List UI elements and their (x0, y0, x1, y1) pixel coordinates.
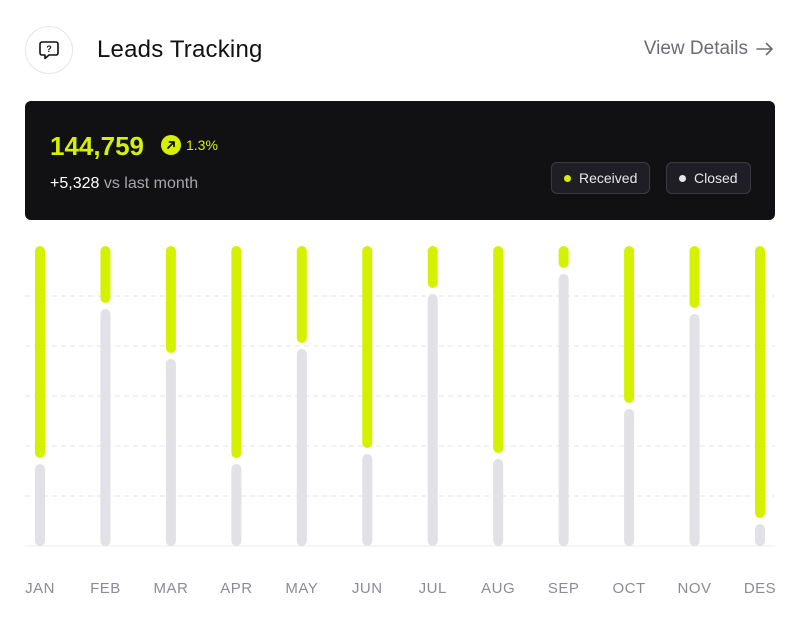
bar-received-nov[interactable] (689, 246, 700, 308)
bar-received-oct[interactable] (624, 246, 635, 403)
summary-panel: 144,759 1.3% +5,328 vs last month Receiv… (25, 101, 775, 220)
arrow-right-icon (756, 42, 773, 56)
delta-label: vs last month (103, 175, 199, 192)
bar-closed-sep[interactable] (558, 274, 569, 546)
legend-received-label: Received (579, 170, 638, 186)
x-tick-label: FEB (90, 580, 121, 597)
bar-received-may[interactable] (296, 246, 307, 343)
chat-question-icon: ? (25, 26, 73, 74)
x-tick-label: OCT (612, 580, 646, 597)
closed-dot-icon (679, 174, 686, 182)
x-tick-label: SEP (547, 580, 580, 597)
header: ? Leads Tracking View Details (0, 0, 800, 100)
total-leads-value: 144,759 (50, 131, 144, 161)
bar-closed-may[interactable] (296, 349, 307, 546)
bar-received-jun[interactable] (362, 246, 373, 448)
bar-closed-oct[interactable] (624, 409, 635, 546)
x-axis-labels: JAN FEB MAR APR MAY JUN JUL AUG SEP OCT NOV DES (0, 580, 800, 604)
bar-received-feb[interactable] (100, 246, 111, 303)
trend-percent: 1.3% (186, 137, 218, 153)
x-tick-label: AUG (481, 580, 516, 597)
view-details-link[interactable]: View Details (644, 38, 774, 60)
bar-closed-des[interactable] (755, 524, 765, 546)
x-tick-label: DES (743, 580, 777, 597)
delta-value: +5,328 (50, 175, 100, 192)
x-tick-label: MAY (285, 580, 319, 597)
bar-closed-nov[interactable] (689, 314, 700, 546)
bar-received-jan[interactable] (35, 246, 45, 458)
bar-closed-jul[interactable] (427, 294, 438, 546)
delta-row: +5,328 vs last month (50, 175, 198, 193)
bar-closed-jan[interactable] (35, 464, 45, 546)
x-tick-label: MAR (153, 580, 189, 597)
x-tick-label: JUN (351, 580, 383, 597)
leads-chart (25, 246, 775, 547)
bar-received-des[interactable] (755, 246, 765, 518)
bar-received-jul[interactable] (427, 246, 438, 288)
arrow-up-right-icon (161, 135, 181, 155)
legend-closed[interactable]: Closed (666, 162, 751, 194)
x-tick-label: JUL (418, 580, 447, 597)
received-dot-icon (564, 174, 571, 182)
x-tick-label: JAN (25, 580, 55, 597)
page-title: Leads Tracking (97, 36, 263, 63)
bar-received-sep[interactable] (558, 246, 569, 268)
bar-closed-apr[interactable] (231, 464, 242, 546)
bar-closed-aug[interactable] (493, 459, 504, 546)
legend-closed-label: Closed (694, 170, 738, 186)
bar-received-apr[interactable] (231, 246, 242, 458)
svg-text:?: ? (46, 44, 52, 54)
legend-received[interactable]: Received (551, 162, 651, 194)
view-details-label: View Details (643, 38, 748, 59)
trend-indicator: 1.3% (161, 135, 218, 155)
bar-closed-feb[interactable] (100, 309, 111, 546)
bar-received-mar[interactable] (165, 246, 176, 353)
bar-received-aug[interactable] (493, 246, 504, 453)
bar-closed-mar[interactable] (165, 359, 176, 546)
x-tick-label: APR (220, 580, 253, 597)
bar-closed-jun[interactable] (362, 454, 373, 546)
x-tick-label: NOV (677, 580, 712, 597)
